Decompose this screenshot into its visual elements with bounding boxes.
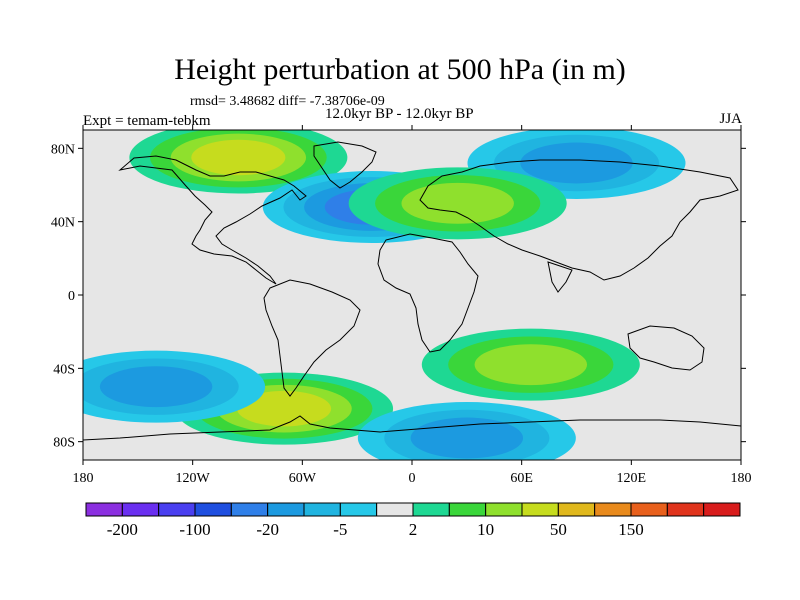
colorbar-box — [666, 502, 705, 517]
x-tick-label: 120W — [176, 471, 211, 486]
colorbar-box — [521, 502, 559, 517]
y-tick-label: 40S — [53, 362, 75, 377]
period-label: 12.0kyr BP - 12.0kyr BP — [325, 106, 474, 122]
chart-title: Height perturbation at 500 hPa (in m) — [174, 53, 626, 86]
colorbar-label: 150 — [618, 520, 644, 539]
colorbar-label: -5 — [333, 520, 347, 539]
colorbar-label: -20 — [256, 520, 279, 539]
coast-south-america — [263, 279, 361, 397]
y-tick-label: 80S — [53, 436, 75, 451]
colorbar-box — [557, 502, 596, 517]
colorbar-box — [594, 502, 632, 517]
contour-region-7-level-2 — [410, 417, 524, 459]
contour-region-1-level-2 — [520, 142, 633, 184]
x-tick-label: 180 — [73, 471, 94, 486]
coast-eurasia — [419, 159, 739, 281]
coast-india — [547, 261, 573, 293]
stats-line: rmsd= 3.48682 diff= -7.38706e-09 — [190, 94, 385, 109]
coast-greenland — [313, 141, 377, 189]
colorbar-label: 2 — [409, 520, 418, 539]
colorbar-box — [121, 502, 160, 517]
colorbar-box — [158, 502, 196, 517]
colorbar-label: -100 — [179, 520, 210, 539]
map-area — [83, 130, 741, 460]
coast-africa — [377, 233, 479, 353]
colorbar-label: -200 — [107, 520, 138, 539]
colorbar-box — [85, 502, 123, 517]
colorbar-box — [630, 502, 668, 517]
colorbar-label: 50 — [550, 520, 567, 539]
x-tick-label: 0 — [409, 471, 416, 486]
x-tick-label: 180 — [731, 471, 752, 486]
colorbar: -200 -100 -20 -5 2 10 50 150 — [85, 502, 741, 539]
y-tick-label: 40N — [51, 216, 75, 231]
colorbar-box — [303, 502, 341, 517]
y-tick-label: 80N — [51, 142, 75, 157]
y-tick-label: 0 — [68, 289, 75, 304]
contour-region-4-level-3 — [237, 390, 332, 427]
colorbar-box — [448, 502, 487, 517]
colorbar-box — [485, 502, 523, 517]
colorbar-box — [412, 502, 450, 517]
experiment-label: Expt = temam-tebkm — [83, 113, 211, 129]
contour-region-3-level-2 — [401, 182, 514, 224]
colorbar-box — [267, 502, 305, 517]
axes: 180 120W 60W 0 60E 120E 180 80N 40N 0 40S 80S — [51, 125, 752, 486]
x-tick-label: 60E — [510, 471, 533, 486]
coast-antarctica — [83, 415, 741, 441]
colorbar-box — [194, 502, 232, 517]
colorbar-box — [703, 502, 741, 517]
colorbar-box — [376, 502, 414, 517]
contour-region-5-level-2 — [99, 366, 213, 408]
contour-region-6-level-2 — [474, 344, 588, 386]
coastlines — [83, 141, 741, 441]
x-tick-label: 120E — [617, 471, 647, 486]
colorbar-box — [339, 502, 378, 517]
x-tick-label: 60W — [289, 471, 317, 486]
coast-north-america — [118, 155, 307, 285]
coast-australia — [627, 325, 705, 371]
colorbar-label: 10 — [477, 520, 494, 539]
contour-region-0-level-3 — [191, 139, 286, 176]
contour-field — [83, 130, 686, 460]
colorbar-box — [230, 502, 269, 517]
season-label: JJA — [719, 111, 742, 127]
